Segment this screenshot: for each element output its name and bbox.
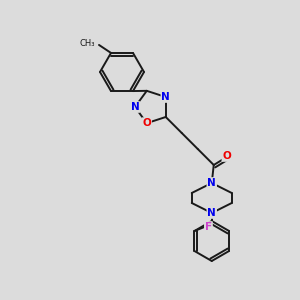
Text: O: O [222,151,231,161]
Text: F: F [205,222,212,232]
Text: N: N [207,178,216,188]
Text: N: N [207,208,216,218]
Text: O: O [142,118,151,128]
Text: CH₃: CH₃ [80,39,95,48]
Text: N: N [130,102,140,112]
Text: N: N [161,92,170,102]
